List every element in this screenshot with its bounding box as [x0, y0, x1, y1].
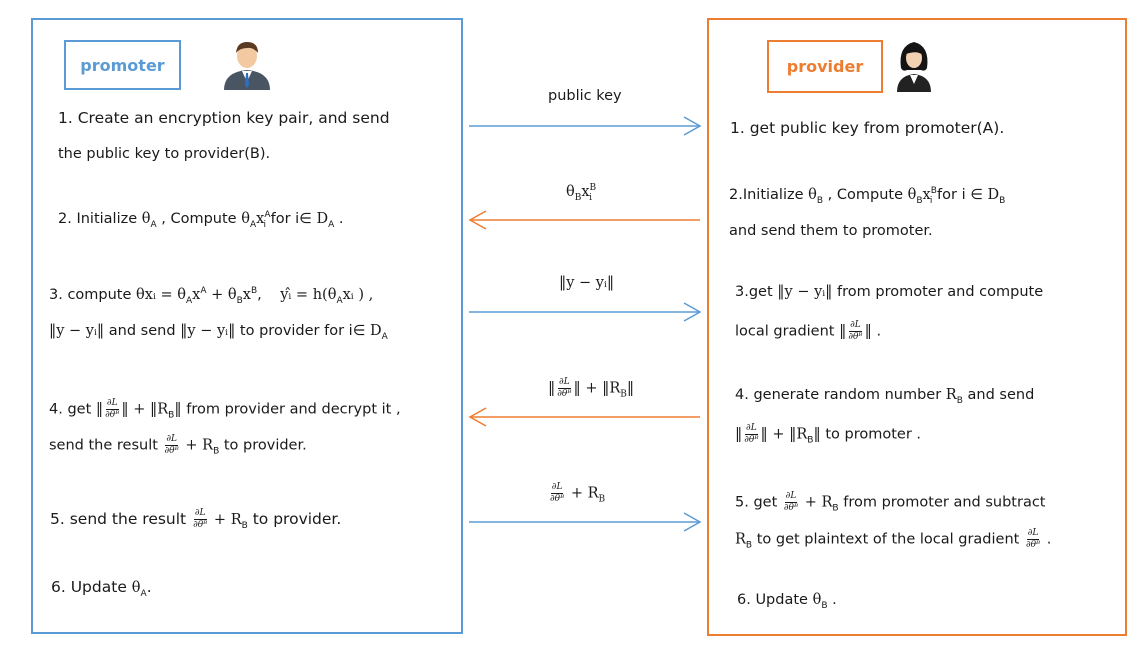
- provider-panel: [707, 18, 1127, 636]
- arrow-residual-norm: [469, 302, 702, 322]
- provider-step-2-line-2: and send them to promoter.: [729, 223, 933, 239]
- promoter-step-6: 6. Update θA.: [51, 578, 152, 600]
- arrow-label-residual-norm: ‖y − yᵢ‖: [559, 275, 615, 291]
- arrow-label-masked-gradient-norm: ‖ ∂L ∂θᴮ ‖ + ‖RB‖: [548, 377, 635, 400]
- arrow-public-key: [469, 116, 702, 136]
- arrow-label-masked-gradient: ∂L ∂θᴮ + RB: [550, 482, 606, 505]
- promoter-step-4-line-2: send the result ∂L ∂θᴮ + RB to provider.: [49, 434, 307, 457]
- arrow-label-public-key: public key: [548, 88, 622, 104]
- provider-step-3-line-2: local gradient ‖ ∂L ∂θᴮ ‖ .: [735, 320, 882, 342]
- promoter-step-1-line-1: 1. Create an encryption key pair, and se…: [58, 109, 390, 127]
- provider-step-2-line-1: 2.Initialize θB , Compute θBxBi for i ∈ …: [729, 186, 1006, 206]
- arrow-masked-gradient-norm: [468, 407, 700, 427]
- provider-step-4-line-2: ‖ ∂L ∂θᴮ ‖ + ‖RB‖ to promoter .: [735, 423, 922, 446]
- provider-step-4-line-1: 4. generate random number RB and send: [735, 387, 1035, 406]
- promoter-label: promoter: [64, 40, 181, 90]
- provider-label: provider: [767, 40, 883, 93]
- promoter-panel: [31, 18, 463, 634]
- promoter-step-1-line-2: the public key to provider(B).: [58, 146, 271, 162]
- provider-step-5-line-2: RB to get plaintext of the local gradien…: [735, 528, 1052, 551]
- provider-step-1: 1. get public key from promoter(A).: [730, 119, 1005, 137]
- arrow-masked-gradient: [469, 512, 702, 532]
- arrow-label-theta-x-b: θBxBi: [566, 183, 597, 203]
- promoter-step-2: 2. Initialize θA , Compute θAxAi for i∈ …: [58, 210, 344, 230]
- promoter-step-3-line-2: ‖y − yᵢ‖ and send ‖y − yᵢ‖ to provider f…: [49, 323, 388, 342]
- promoter-step-4-line-1: 4. get ‖ ∂L ∂θᴮ ‖ + ‖RB‖ from provider and …: [49, 398, 401, 421]
- male-user-icon: [224, 42, 270, 90]
- promoter-step-3-line-1: 3. compute θxᵢ = θAxA + θBxB, yᵢ̂ = h(θA…: [49, 286, 374, 306]
- promoter-step-5: 5. send the result ∂L ∂θᴮ + RB to provide…: [50, 508, 342, 532]
- provider-step-5-line-1: 5. get ∂L ∂θᴮ + RB from promoter and subt…: [735, 491, 1046, 514]
- provider-step-3-line-1: 3.get ‖y − yᵢ‖ from promoter and compute: [735, 284, 1044, 300]
- provider-step-6: 6. Update θB .: [737, 592, 837, 611]
- female-user-icon: [897, 42, 931, 92]
- arrow-theta-x-b: [468, 210, 700, 230]
